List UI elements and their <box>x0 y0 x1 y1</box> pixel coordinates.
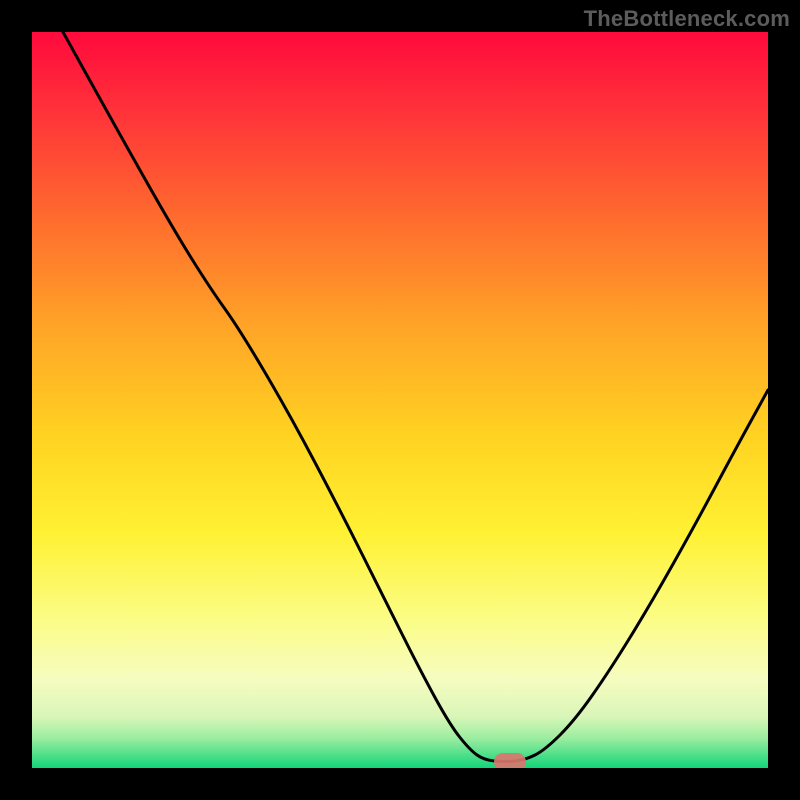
plot-background <box>32 32 768 768</box>
bottleneck-chart: TheBottleneck.com <box>0 0 800 800</box>
watermark-text: TheBottleneck.com <box>584 6 790 32</box>
chart-svg <box>0 0 800 800</box>
